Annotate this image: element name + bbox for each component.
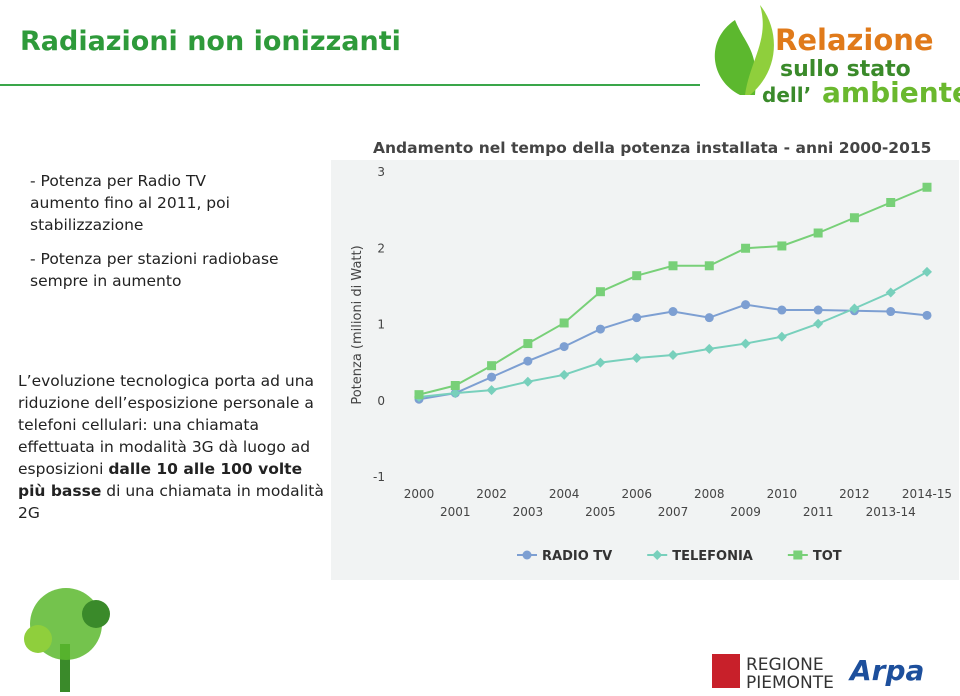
x-tick-label: 2005 [585,505,616,519]
x-tick-label: 2010 [767,487,798,501]
legend-label: TOT [813,549,842,564]
point [559,342,569,352]
legend-item: RADIO TV [517,549,612,564]
point [523,356,533,366]
logo-text: ambiente [822,76,960,109]
leaf-icon [714,20,756,95]
x-tick-label: 2004 [549,487,580,501]
x-tick-label: 2008 [694,487,725,501]
footer-logos: REGIONE PIEMONTE Arpa [712,654,924,693]
x-tick-label: 2003 [513,505,544,519]
point [886,307,896,317]
x-tick-label: 2012 [839,487,870,501]
point [450,381,460,390]
point [777,305,787,315]
point [631,353,642,364]
point [777,241,787,251]
point [523,339,533,349]
point [813,228,823,238]
point [704,343,715,354]
point [849,213,859,223]
point [885,287,896,298]
logo-text: Relazione [775,23,934,57]
y-tick-label: 0 [377,394,385,408]
point [487,372,497,382]
point [849,303,860,314]
point [922,266,932,277]
point [741,300,751,310]
x-tick-label: 2001 [440,505,471,519]
logo-text: Arpa [848,654,924,687]
point [668,261,678,271]
coat-of-arms [712,654,740,688]
point [652,550,663,560]
point [922,310,932,320]
chart: Andamento nel tempo della potenza instal… [331,160,959,580]
point [776,331,787,342]
x-tick-label: 2006 [621,487,652,501]
point [704,313,714,323]
bullet: - Potenza per Radio TV aumento fino al 2… [30,172,230,234]
x-tick-label: 2000 [404,487,435,501]
legend-item: TELEFONIA [647,549,753,564]
legend-label: RADIO TV [542,549,612,564]
y-axis-title: Potenza (milioni di Watt) [350,245,365,404]
point [886,198,896,207]
bullet: - Potenza per stazioni radiobase sempre … [30,250,279,290]
logo-text: REGIONE [746,655,824,675]
y-tick-label: 3 [377,165,385,179]
point [793,550,803,560]
point [559,369,570,380]
point [668,350,678,360]
point [595,357,606,368]
text: di una chiamata in modalità 2G [18,482,324,522]
point [486,385,497,396]
legend-label: TELEFONIA [672,549,753,564]
x-tick-label: 2007 [658,505,689,519]
legend-item: TOT [787,549,842,564]
x-tick-label: 2013-14 [866,505,916,519]
point [922,182,932,192]
point [450,388,461,399]
header-rule [0,84,700,86]
point [741,243,751,253]
point [740,338,751,349]
tree-crown [24,625,52,653]
slide-title: Radiazioni non ionizzanti [20,26,401,57]
point [632,271,642,281]
x-tick-label: 2002 [476,487,507,501]
x-tick-label: 2009 [730,505,761,519]
x-tick-label: 2011 [803,505,834,519]
bold-text: dalle 10 alle 100 volte più basse [18,460,303,500]
logo-text: sullo stato [780,57,911,82]
logo-text: dell’ [762,83,811,107]
leaf-icon [745,5,774,95]
point [487,361,497,371]
paragraph: L’evoluzione tecnologica porta ad una ri… [18,370,330,524]
text: L’evoluzione tecnologica porta ad una ri… [18,372,315,478]
point [813,318,824,329]
y-tick-label: -1 [373,470,385,484]
point [595,287,605,297]
point [559,318,569,328]
x-tick-label: 2014-15 [902,487,952,501]
tree-crown [82,600,110,628]
tree-trunk [60,644,70,692]
point [632,313,642,323]
point [522,550,532,560]
point [668,307,678,317]
chart-background [331,160,959,580]
point [595,324,605,334]
point [522,376,533,387]
y-tick-label: 1 [377,318,385,332]
logo: Relazione sullo stato dell’ ambiente [714,5,960,109]
point [414,390,424,400]
point [813,305,823,315]
tree-logo [24,588,110,692]
point [704,261,714,271]
logo-text: PIEMONTE [746,673,834,693]
chart-title: Andamento nel tempo della potenza instal… [373,139,932,157]
y-tick-label: 2 [377,241,385,255]
